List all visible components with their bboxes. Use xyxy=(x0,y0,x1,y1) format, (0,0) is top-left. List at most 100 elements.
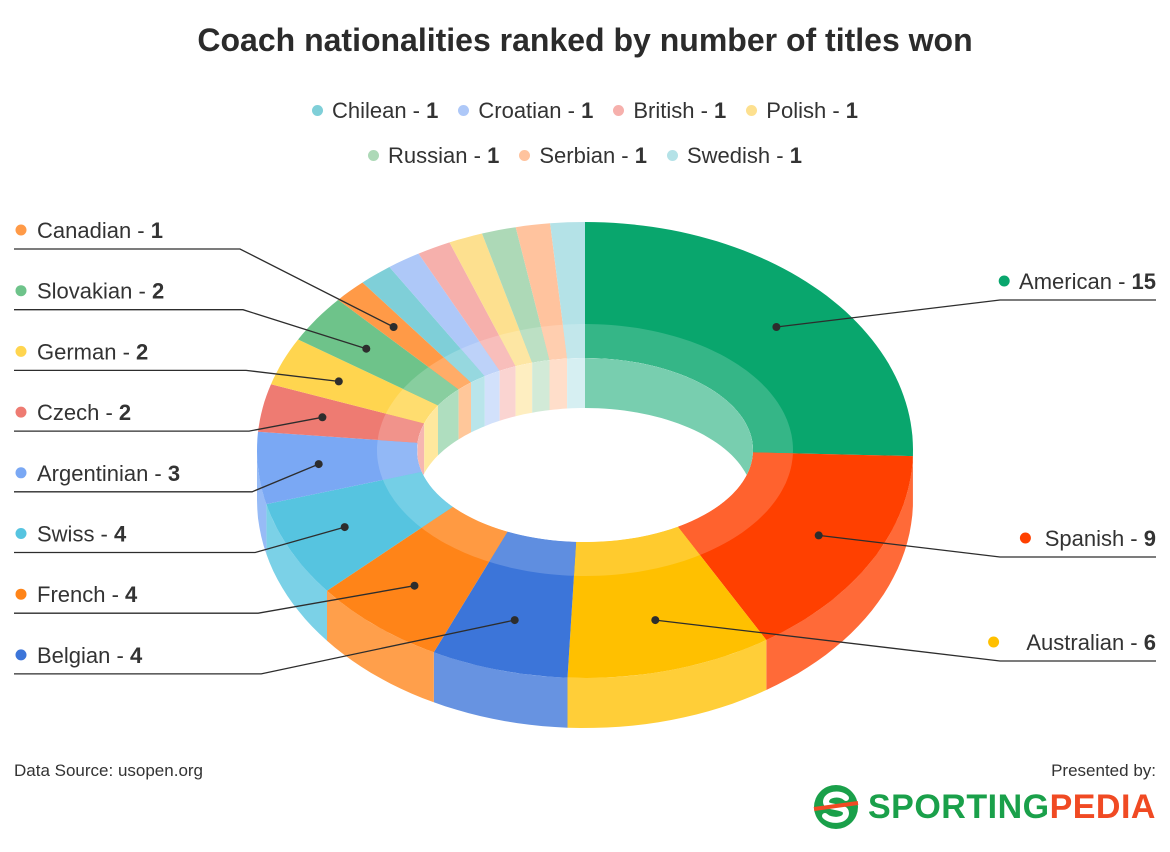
slice-label-american: American - 15 xyxy=(1019,269,1156,294)
donut-side-walls xyxy=(257,450,913,728)
leader-line-argentinian xyxy=(14,463,319,493)
slice-inner-british xyxy=(479,335,516,371)
leader-line-american xyxy=(776,299,1156,328)
slice-inner-chilean xyxy=(443,348,485,383)
slice-inner-polish xyxy=(499,330,533,367)
legend-value: 1 xyxy=(714,98,727,123)
slice-label-australian: Australian - 6 xyxy=(1026,630,1156,655)
legend-label: Chilean - xyxy=(331,98,427,123)
legend-swatch xyxy=(311,105,323,116)
slice-label-value: 3 xyxy=(168,461,180,486)
slice-inner-german xyxy=(385,388,438,424)
leader-line-australian xyxy=(655,619,1156,662)
leader-dot-belgian xyxy=(510,616,519,625)
slice-label-name: Australian - xyxy=(1026,630,1143,655)
leader-dot-czech xyxy=(318,413,327,422)
leader-line-french xyxy=(14,585,415,614)
slice-label-german: German - 2 xyxy=(37,339,148,364)
leader-line-slovakian xyxy=(14,309,367,350)
slice-inner-croatian xyxy=(461,341,500,377)
brand-wordmark-part-2: PEDIA xyxy=(1049,788,1156,826)
legend-swatch xyxy=(613,105,625,116)
slice-label-name: French - xyxy=(37,582,125,607)
slice-hole-croatian xyxy=(484,370,500,427)
slice-label-name: German - xyxy=(37,339,136,364)
slice-inner-czech xyxy=(377,413,425,443)
donut-hole-walls xyxy=(417,358,753,542)
slice-hole-serbian xyxy=(549,358,568,411)
slice-side-belgian xyxy=(433,652,568,728)
slice-label-name: Spanish - xyxy=(1045,526,1144,551)
leader-line-canadian xyxy=(14,248,394,328)
slice-inner-belgian xyxy=(489,531,577,576)
legend-item-british: British - 1 xyxy=(613,98,726,124)
brand-wordmark: SPORTINGPEDIA xyxy=(868,790,1156,824)
slice-hole-british xyxy=(499,366,516,421)
slice-label-value: 9 xyxy=(1144,526,1156,551)
legend-item-serbian: Serbian - 1 xyxy=(519,143,647,169)
slice-inner-serbian xyxy=(541,324,568,361)
legend-value: 1 xyxy=(634,143,647,168)
legend-item-russian: Russian - 1 xyxy=(368,143,499,169)
legend-row: Russian - 1 Serbian - 1 Swedish - 1 xyxy=(0,143,1170,169)
legend-item-swedish: Swedish - 1 xyxy=(666,143,802,169)
slice-side-swiss xyxy=(266,504,327,641)
leader-line-czech xyxy=(14,416,323,432)
slice-side-argentinian xyxy=(257,450,267,555)
legend-value: 1 xyxy=(845,98,859,123)
leader-line-belgian xyxy=(14,619,515,675)
slice-label-value: 6 xyxy=(1144,630,1156,655)
legend-label: British - xyxy=(633,98,715,123)
slice-label-french: French - 4 xyxy=(37,582,138,607)
legend-label: Croatian - xyxy=(478,98,582,123)
brand-wordmark-part-1: SPORTING xyxy=(868,788,1050,826)
slice-label-value: 15 xyxy=(1132,269,1156,294)
slice-inner-australian xyxy=(573,526,700,576)
legend-value: 1 xyxy=(581,98,594,123)
slice-inner-russian xyxy=(519,326,550,363)
slice-side-french xyxy=(327,590,434,703)
slice-label-name: Czech - xyxy=(37,400,119,425)
slice-inner-slovakian xyxy=(403,367,459,406)
label-marker-spanish xyxy=(1019,532,1031,544)
slice-label-name: Argentinian - xyxy=(37,461,168,486)
slice-hole-slovakian xyxy=(438,389,459,456)
leader-line-german xyxy=(14,369,339,383)
slice-label-name: Canadian - xyxy=(37,218,151,243)
slice-label-value: 4 xyxy=(130,643,143,668)
label-marker-canadian xyxy=(15,224,27,236)
leader-dot-spanish xyxy=(814,531,823,540)
slice-label-value: 2 xyxy=(136,339,148,364)
legend-swatch xyxy=(368,150,380,161)
slice-side-spanish xyxy=(766,456,913,690)
slice-side-australian xyxy=(567,640,767,728)
legend-value: 1 xyxy=(789,143,802,168)
label-marker-australian xyxy=(988,636,1000,648)
slice-label-name: American - xyxy=(1019,269,1131,294)
slice-label-value: 2 xyxy=(119,400,131,425)
legend-label: Russian - xyxy=(388,143,488,168)
slice-hole-polish xyxy=(515,362,533,417)
slice-labels: American - 15 Spanish - 9 Australian - 6 Ca… xyxy=(14,218,1156,675)
slice-label-value: 4 xyxy=(125,582,138,607)
legend-value: 1 xyxy=(487,143,500,168)
leader-line-spanish xyxy=(818,534,1156,558)
slice-inner-swiss xyxy=(382,471,453,528)
legend-item-chilean: Chilean - 1 xyxy=(311,98,438,124)
leader-dot-argentinian xyxy=(314,460,323,469)
label-marker-french xyxy=(15,588,27,600)
slice-inner-canadian xyxy=(428,357,471,390)
leader-dot-australian xyxy=(651,616,660,625)
legend-item-polish: Polish - 1 xyxy=(746,98,858,124)
label-marker-swiss xyxy=(15,528,27,539)
chart-title: Coach nationalities ranked by number of … xyxy=(197,22,973,58)
leader-line-swiss xyxy=(14,526,345,554)
slice-inner-spanish xyxy=(677,452,793,555)
slice-label-spanish: Spanish - 9 xyxy=(1045,526,1156,551)
slice-inner-french xyxy=(421,506,508,562)
legend-item-croatian: Croatian - 1 xyxy=(458,98,593,124)
leader-dot-canadian xyxy=(389,323,398,331)
legend-label: Polish - xyxy=(766,98,846,123)
leader-dot-swiss xyxy=(340,523,349,532)
